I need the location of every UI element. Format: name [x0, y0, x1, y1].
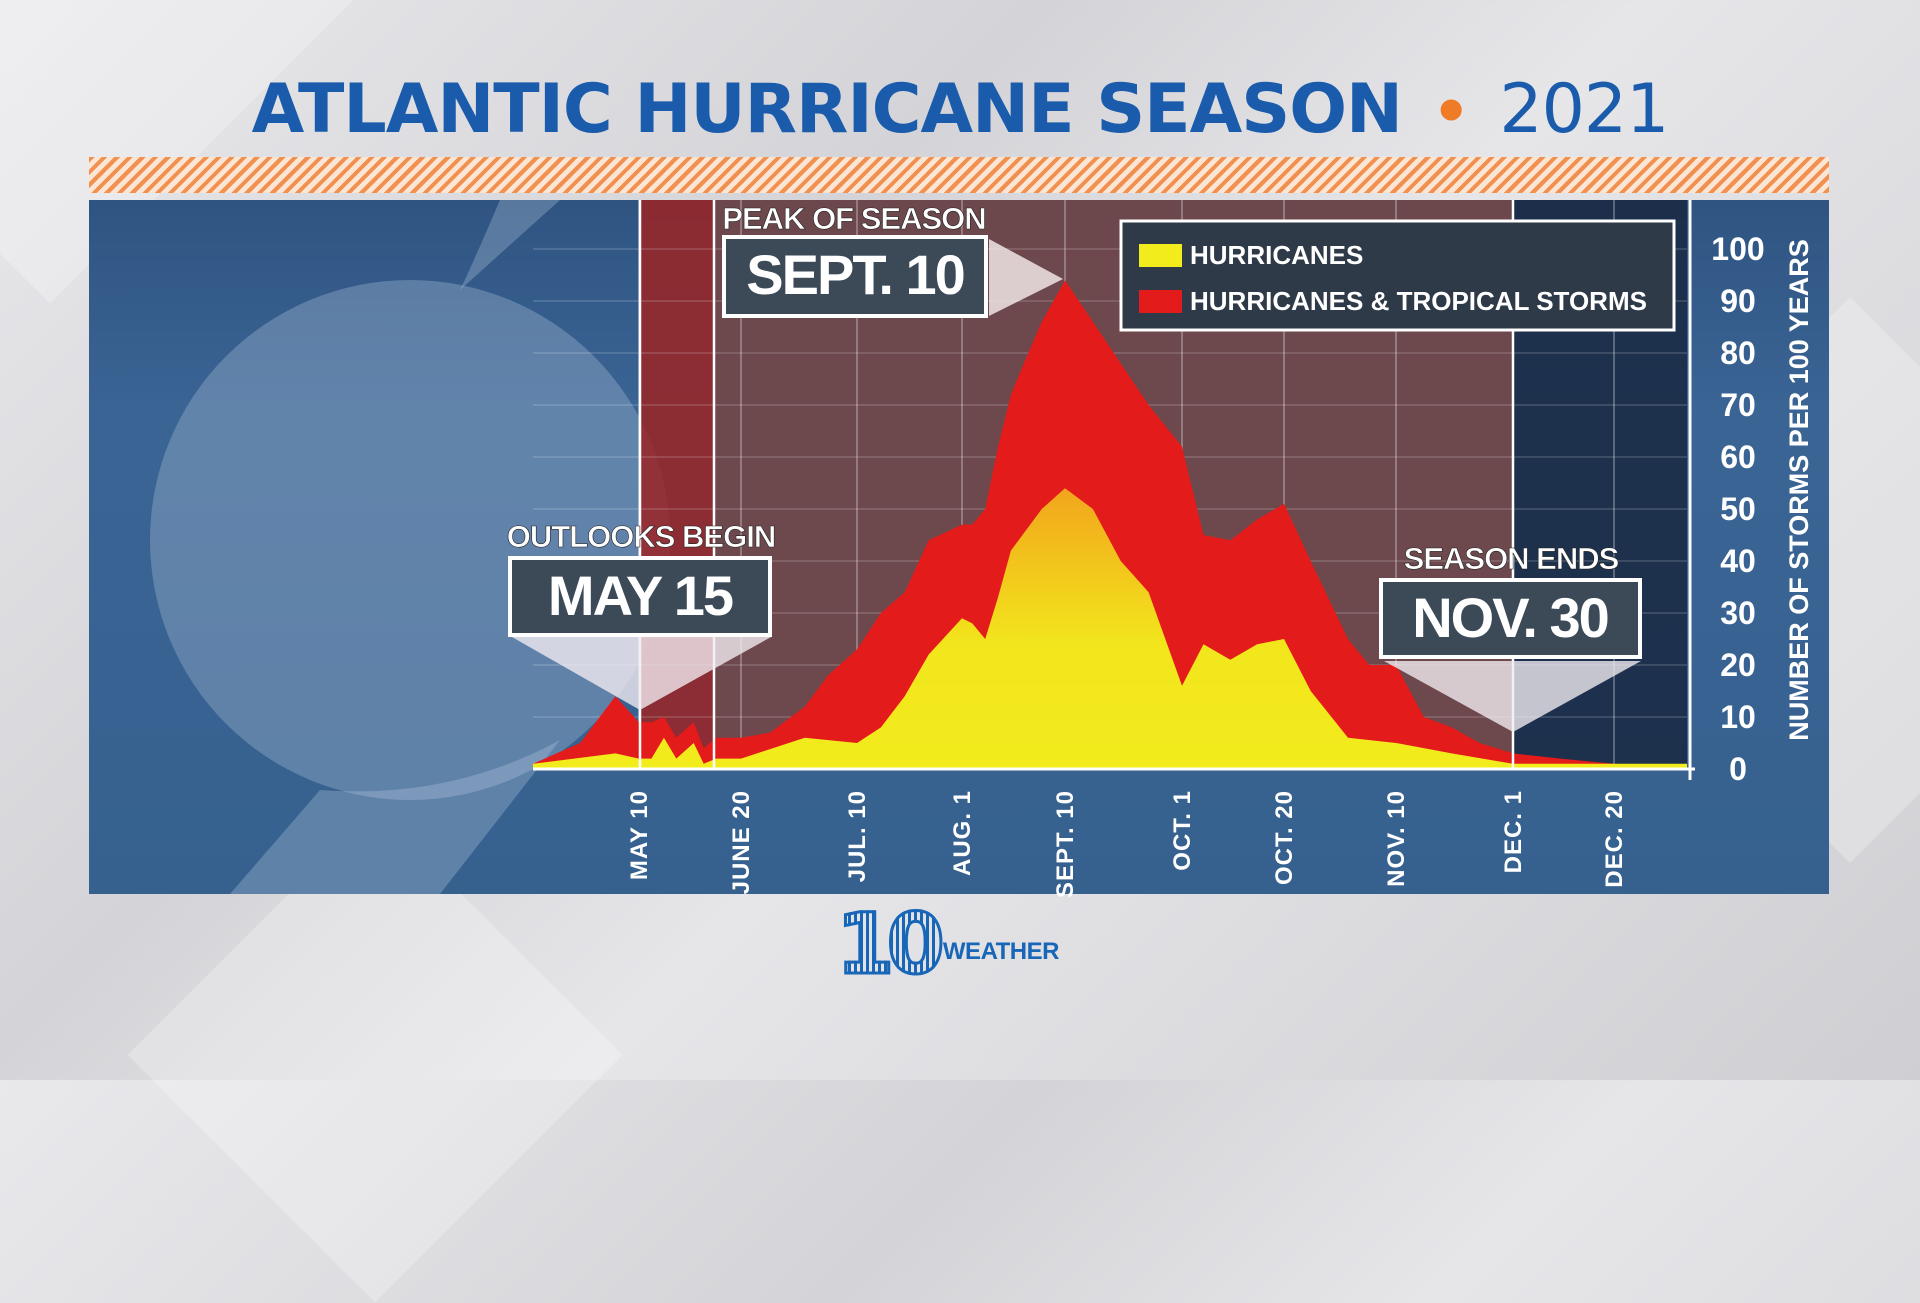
season-end-callout: SEASON ENDS NOV. 30: [1379, 541, 1642, 732]
area-hurricanes: [533, 488, 1687, 769]
peak-heading: PEAK OF SEASON: [722, 201, 985, 236]
x-tick-label: AUG. 1: [949, 790, 976, 876]
x-tick-label: NOV. 10: [1383, 790, 1410, 887]
legend: HURRICANES HURRICANES & TROPICAL STORMS: [1119, 219, 1676, 332]
logo-text: WEATHER: [942, 938, 1060, 965]
legend-swatch-storms: [1139, 290, 1182, 313]
legend-swatch-hurricanes: [1139, 244, 1182, 267]
hurricane-season-chart: MAY 10 JUNE 20 JUL. 10 AUG. 1 SEPT. 10 OCT. 1…: [89, 200, 1829, 898]
station-logo: 10 WEATHER: [835, 895, 1060, 993]
outlooks-heading: OUTLOOKS BEGIN: [507, 519, 775, 554]
title-main: ATLANTIC HURRICANE SEASON: [251, 70, 1403, 149]
y-tick-label: 20: [1720, 647, 1756, 683]
x-tick-label: OCT. 1: [1169, 790, 1196, 871]
y-tick-label: 60: [1720, 439, 1756, 475]
y-tick-label: 40: [1720, 543, 1756, 579]
x-tick-label: DEC. 20: [1601, 790, 1628, 888]
outlooks-date: MAY 15: [548, 564, 733, 627]
y-tick-label: 70: [1720, 387, 1756, 423]
x-tick-label: OCT. 20: [1271, 790, 1298, 885]
outlooks-callout: OUTLOOKS BEGIN MAY 15: [506, 519, 777, 710]
peak-arrow: [989, 239, 1063, 316]
logo-number: 10: [835, 895, 947, 993]
y-tick-label: 50: [1720, 491, 1756, 527]
x-tick-label: JUL. 10: [844, 790, 871, 882]
season-end-arrow: [1384, 661, 1641, 732]
y-tick-label: 0: [1729, 751, 1747, 787]
season-end-heading: SEASON ENDS: [1404, 541, 1619, 576]
x-tick-label: DEC. 1: [1500, 790, 1527, 873]
legend-label-hurricanes: HURRICANES: [1190, 240, 1363, 270]
outlooks-arrow: [512, 637, 771, 710]
season-end-date: NOV. 30: [1412, 586, 1608, 649]
y-tick-label: 90: [1720, 283, 1756, 319]
y-axis-title: NUMBER OF STORMS PER 100 YEARS: [1784, 239, 1814, 741]
x-tick-label: JUNE 20: [728, 790, 755, 894]
title-separator-dot: •: [1431, 77, 1470, 147]
title-year: 2021: [1499, 70, 1669, 149]
y-tick-label: 10: [1720, 699, 1756, 735]
orange-hatched-stripe: [89, 157, 1829, 193]
y-tick-label: 30: [1720, 595, 1756, 631]
x-tick-label: MAY 10: [626, 790, 653, 880]
x-tick-label: SEPT. 10: [1052, 790, 1079, 898]
y-tick-label: 100: [1711, 231, 1764, 267]
peak-callout: PEAK OF SEASON SEPT. 10: [722, 201, 1063, 318]
peak-date: SEPT. 10: [746, 243, 963, 306]
cyclone-symbol: [150, 280, 670, 800]
legend-label-storms: HURRICANES & TROPICAL STORMS: [1190, 286, 1647, 316]
page-title: ATLANTIC HURRICANE SEASON • 2021: [0, 70, 1920, 149]
area-hurricanes-tropical-storms: [533, 280, 1687, 769]
y-tick-label: 80: [1720, 335, 1756, 371]
